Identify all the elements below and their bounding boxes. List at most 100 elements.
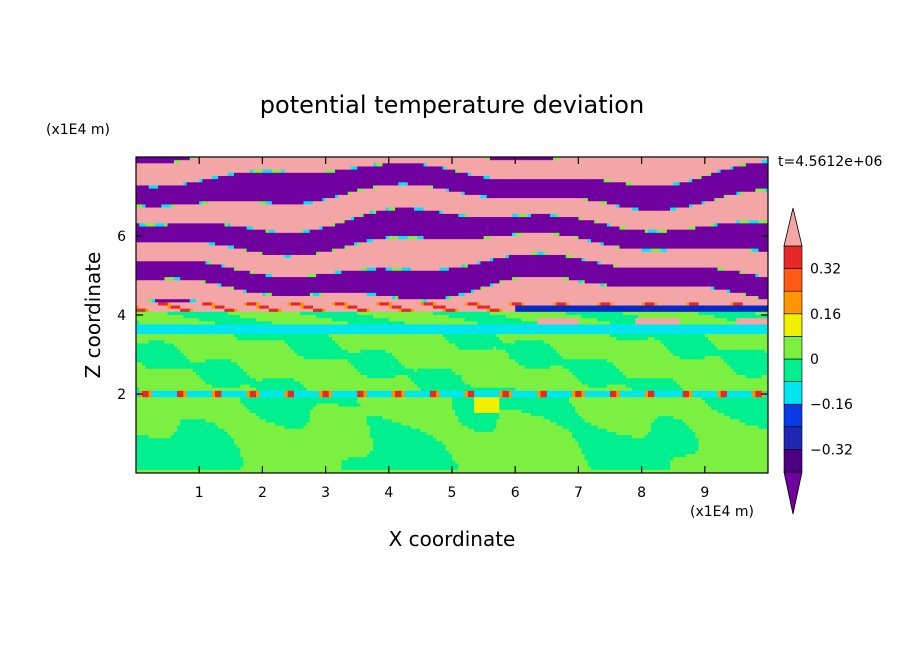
contour-cell <box>407 375 462 379</box>
contour-cell <box>136 450 241 455</box>
contour-cell <box>136 305 140 310</box>
contour-cell <box>151 299 156 303</box>
contour-cell <box>259 390 285 395</box>
contour-cell <box>363 213 459 218</box>
contour-cell <box>461 264 466 268</box>
contour-cell <box>647 229 658 234</box>
contour-cell <box>726 194 768 199</box>
contour-cell <box>666 248 750 253</box>
contour-cell <box>401 422 462 426</box>
contour-cell <box>328 333 443 338</box>
contour-cell <box>265 419 311 423</box>
contour-cell <box>458 463 589 468</box>
contour-cell <box>322 394 330 398</box>
x-tick-label: 3 <box>321 485 330 501</box>
contour-cell <box>224 264 462 268</box>
colorbar-swatch <box>783 290 803 315</box>
contour-cell <box>625 384 680 389</box>
contour-cell <box>654 337 709 341</box>
contour-cell <box>619 245 768 250</box>
contour-cell <box>429 185 434 189</box>
contour-cell <box>698 438 768 442</box>
contour-cell <box>496 425 563 430</box>
contour-cell <box>136 308 146 313</box>
contour-cell <box>439 394 466 398</box>
contour-cell <box>221 264 225 268</box>
contour-cell <box>224 223 229 227</box>
contour-cell <box>233 245 345 250</box>
contour-cell <box>572 390 576 395</box>
contour-cell <box>581 381 677 385</box>
contour-cell <box>521 232 554 237</box>
contour-cell <box>689 302 699 306</box>
contour-cell <box>752 394 756 398</box>
contour-cell <box>136 157 191 161</box>
contour-cell <box>145 365 241 370</box>
contour-cell <box>531 412 579 417</box>
contour-cell <box>335 302 345 306</box>
contour-cell <box>568 302 598 306</box>
contour-cell <box>199 201 203 205</box>
contour-cell <box>218 283 222 287</box>
contour-cell <box>417 368 453 373</box>
contour-cell <box>164 223 168 227</box>
contour-cell <box>480 286 484 291</box>
contour-cell <box>136 463 244 468</box>
contour-cell <box>619 368 734 373</box>
contour-cell <box>278 308 282 313</box>
contour-cell <box>391 394 396 398</box>
contour-cell <box>136 296 393 300</box>
contour-cell <box>685 454 768 458</box>
contour-cell <box>215 242 355 246</box>
contour-cell <box>597 261 601 265</box>
contour-cell <box>714 223 718 227</box>
contour-cell <box>136 286 232 291</box>
contour-cell <box>587 463 671 468</box>
contour-cell <box>755 273 759 278</box>
contour-cell <box>436 302 466 306</box>
contour-cell <box>568 368 620 373</box>
contour-cell <box>325 308 358 313</box>
contour-cell <box>136 337 238 341</box>
contour-cell <box>262 292 266 297</box>
contour-cell <box>682 387 768 392</box>
contour-cell <box>682 419 740 423</box>
contour-cell <box>546 394 573 398</box>
contour-cell <box>148 394 153 398</box>
contour-cell <box>594 220 598 224</box>
contour-cell <box>730 365 768 370</box>
colorbar: 0.32 0.16 0 −0.16 −0.32 <box>783 207 853 515</box>
contour-cell <box>597 302 601 306</box>
contour-cell <box>158 302 168 306</box>
contour-cell <box>638 207 671 212</box>
contour-cell <box>136 267 235 272</box>
contour-cell <box>382 163 424 167</box>
contour-cell <box>644 390 649 395</box>
contour-cell <box>136 198 323 202</box>
contour-cell <box>322 226 620 231</box>
contour-cell <box>350 217 355 221</box>
contour-cell <box>136 229 266 234</box>
contour-cell <box>556 213 560 218</box>
contour-cell <box>458 466 592 471</box>
contour-cell <box>136 368 194 373</box>
contour-cell <box>455 343 551 347</box>
contour-cell <box>477 261 481 265</box>
contour-cell <box>584 454 687 458</box>
contour-cell <box>360 403 453 408</box>
contour-cell <box>303 305 314 310</box>
contour-cell <box>726 362 768 366</box>
y-axis: 2 4 6 <box>117 229 768 403</box>
contour-cell <box>136 273 266 278</box>
contour-cell <box>508 394 513 398</box>
contour-cell <box>202 179 605 183</box>
contour-cell <box>698 302 731 306</box>
contour-cell <box>139 223 146 227</box>
contour-cell <box>312 305 345 310</box>
contour-cell <box>347 359 399 363</box>
colorbar-label: 0.16 <box>810 307 841 323</box>
contour-cell <box>205 280 500 284</box>
contour-cell <box>136 226 247 231</box>
contour-cell <box>474 403 500 408</box>
